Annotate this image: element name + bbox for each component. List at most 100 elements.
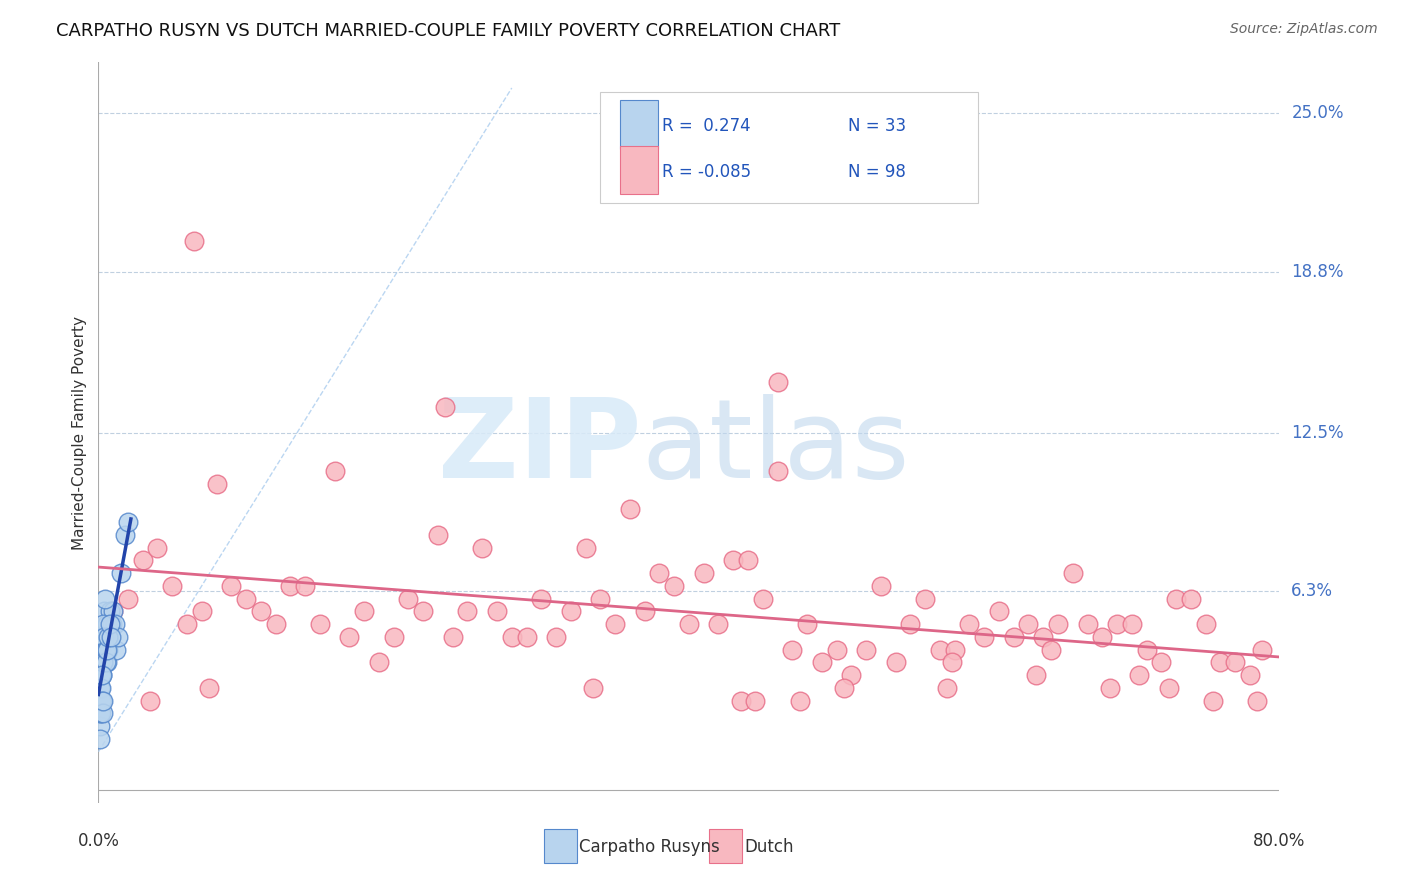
Point (884, 656, 907, 670)
Point (1091, 630, 1114, 644)
Point (97, 630, 120, 644)
Point (486, 604, 509, 618)
Text: Dutch: Dutch (744, 838, 794, 856)
Point (1239, 668, 1261, 682)
FancyBboxPatch shape (600, 92, 979, 203)
Point (737, 553, 759, 567)
Point (589, 591, 612, 606)
Point (91, 694, 114, 708)
Point (89, 656, 111, 670)
Point (1150, 656, 1173, 670)
Point (250, 604, 273, 618)
Point (619, 502, 641, 516)
FancyBboxPatch shape (620, 101, 658, 149)
Point (90, 681, 112, 695)
Point (943, 642, 966, 657)
Point (1002, 630, 1025, 644)
Point (98, 617, 121, 632)
Point (89, 719, 111, 733)
Point (100, 630, 122, 644)
Point (546, 630, 568, 644)
Point (1032, 630, 1054, 644)
Point (89, 681, 111, 695)
Point (457, 604, 479, 618)
Point (90, 706, 112, 721)
Point (132, 553, 155, 567)
Point (501, 630, 523, 644)
Point (832, 681, 855, 695)
Point (575, 541, 598, 555)
Point (744, 694, 766, 708)
Point (605, 617, 627, 632)
Point (235, 591, 257, 606)
Point (91, 656, 114, 670)
Point (1250, 642, 1272, 657)
Point (382, 630, 405, 644)
Point (855, 642, 877, 657)
Point (94, 630, 117, 644)
Point (766, 375, 789, 389)
Point (811, 656, 834, 670)
Point (870, 579, 893, 593)
Point (183, 234, 205, 248)
Point (936, 681, 959, 695)
Point (96, 617, 118, 632)
Point (441, 630, 464, 644)
Point (1121, 617, 1143, 632)
Point (114, 527, 136, 541)
Point (104, 617, 127, 632)
Point (94, 642, 117, 657)
Point (90, 668, 112, 682)
Point (96, 656, 118, 670)
Point (94, 656, 117, 670)
Point (89, 706, 111, 721)
Point (91, 706, 114, 721)
Point (91, 656, 114, 670)
Point (90, 694, 112, 708)
Point (100, 617, 122, 632)
Point (1195, 617, 1218, 632)
Point (707, 617, 730, 632)
Point (752, 591, 775, 606)
Point (91, 617, 114, 632)
Point (1018, 617, 1040, 632)
Text: 6.3%: 6.3% (1291, 582, 1333, 600)
Point (103, 604, 125, 618)
Point (427, 527, 450, 541)
Point (198, 681, 221, 695)
Point (1202, 694, 1225, 708)
Point (1180, 591, 1202, 606)
Point (1166, 591, 1188, 606)
Text: 25.0%: 25.0% (1291, 104, 1344, 122)
Point (766, 464, 789, 478)
Point (146, 541, 169, 555)
Point (280, 579, 302, 593)
Point (914, 591, 936, 606)
Text: CARPATHO RUSYN VS DUTCH MARRIED-COUPLE FAMILY POVERTY CORRELATION CHART: CARPATHO RUSYN VS DUTCH MARRIED-COUPLE F… (56, 22, 841, 40)
Point (105, 642, 128, 657)
Point (782, 642, 804, 657)
Point (1025, 668, 1047, 682)
Point (90, 642, 112, 657)
FancyBboxPatch shape (620, 145, 658, 194)
Point (162, 579, 183, 593)
Point (530, 591, 553, 606)
Point (941, 656, 963, 670)
Point (107, 630, 129, 644)
Point (434, 400, 457, 414)
Point (1077, 617, 1099, 632)
Point (93, 591, 115, 606)
Point (264, 617, 287, 632)
Point (693, 566, 716, 580)
Point (825, 642, 848, 657)
Point (1047, 617, 1070, 632)
Point (368, 656, 391, 670)
Text: atlas: atlas (641, 394, 910, 501)
Point (723, 553, 745, 567)
Point (294, 579, 316, 593)
Point (959, 617, 981, 632)
Text: R =  0.274: R = 0.274 (662, 118, 751, 136)
Point (988, 604, 1011, 618)
Point (205, 476, 228, 491)
Point (94, 642, 117, 657)
